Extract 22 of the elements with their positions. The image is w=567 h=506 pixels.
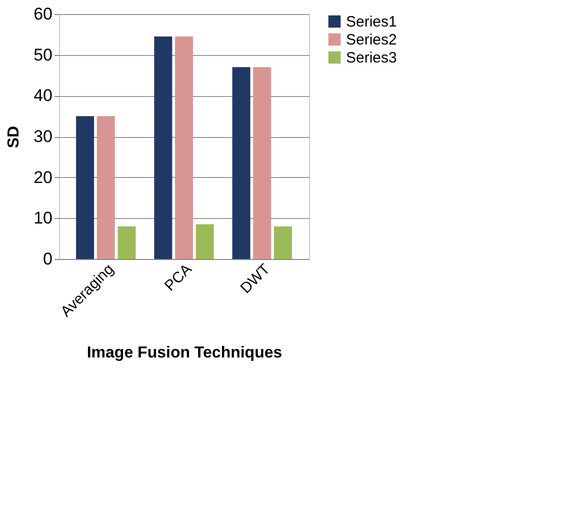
- bar: [196, 224, 214, 259]
- y-tick-label: 0: [43, 250, 52, 268]
- bar: [232, 67, 250, 259]
- y-tick-label: 40: [34, 86, 52, 106]
- x-axis-title: Image Fusion Techniques: [86, 344, 282, 362]
- y-tick-label: 50: [34, 45, 52, 64]
- y-axis-title: SD: [6, 126, 23, 148]
- bar: [96, 116, 115, 259]
- bar: [154, 36, 172, 259]
- legend-label: Series2: [346, 32, 397, 48]
- x-tick-label: PCA: [161, 260, 196, 295]
- bar: [118, 226, 136, 259]
- legend-label: Series3: [346, 50, 397, 66]
- y-tick-label: 10: [34, 208, 52, 228]
- bar: [175, 36, 193, 259]
- y-tick-label: 20: [34, 168, 52, 187]
- bar: [274, 226, 292, 259]
- y-tick-label: 60: [34, 4, 52, 24]
- bar: [76, 116, 94, 259]
- legend-label: Series1: [346, 14, 397, 30]
- y-tick-label: 30: [34, 127, 52, 146]
- bar: [253, 67, 272, 259]
